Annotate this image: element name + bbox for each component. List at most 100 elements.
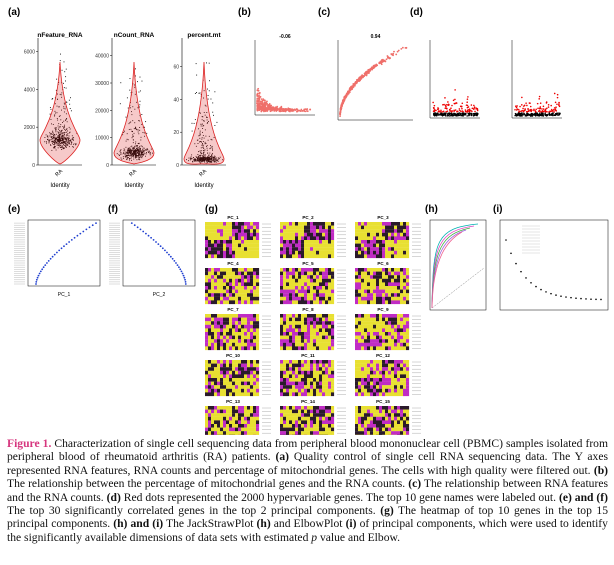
heatmap-cell [358, 324, 362, 329]
heatmap-cell [253, 236, 257, 241]
heatmap-cell [292, 388, 296, 393]
scatter-dot [264, 107, 266, 110]
heatmap-cell [358, 278, 362, 283]
cell-dot [203, 137, 205, 139]
heatmap-cell [238, 378, 242, 382]
heatmap-cell [316, 240, 320, 244]
cell-dot [196, 139, 198, 141]
cell-dot [64, 141, 66, 143]
heatmap-cell [223, 296, 227, 301]
cell-dot [208, 135, 210, 137]
heatmap-cell [286, 367, 290, 371]
heatmap-cell [235, 282, 239, 287]
heatmap-cell [325, 268, 329, 272]
heatmap-cell [241, 271, 245, 276]
cell-dot [61, 129, 63, 131]
heatmap-cell [250, 250, 254, 255]
heatmap-cell [376, 250, 380, 255]
heatmap-cell [406, 236, 410, 241]
cell-dot [59, 142, 61, 144]
cell-dot [202, 150, 204, 151]
gene-dot [544, 110, 546, 112]
heatmap-cell [364, 286, 368, 290]
heatmap-cell [370, 342, 374, 347]
scatter-dot [374, 65, 377, 68]
heatmap-cell [220, 232, 224, 237]
heatmap-cell [244, 286, 248, 290]
heatmap-title: PC_12 [376, 353, 390, 358]
heatmap-cell [211, 247, 215, 251]
cell-dot [53, 143, 55, 145]
heatmap-cell [238, 328, 242, 333]
heatmap-cell [301, 296, 305, 301]
heatmap-cell [244, 275, 248, 279]
cell-dot [56, 136, 58, 138]
heatmap-cell [391, 243, 395, 248]
heatmap-cell [379, 229, 383, 233]
heatmap-cell [358, 328, 362, 333]
scatter-dot [400, 48, 403, 50]
gene-dot [558, 104, 560, 106]
plot-frame [27, 219, 101, 287]
heatmap-cell [292, 332, 296, 336]
heatmap-cell [385, 367, 389, 371]
scatter-dot [279, 108, 281, 110]
category-label: RA [198, 168, 208, 178]
gene-dot [542, 105, 545, 108]
heatmap-cell [379, 374, 383, 379]
heatmap-cell [403, 328, 407, 333]
cell-dot [210, 98, 212, 100]
cell-dot [199, 159, 201, 161]
cell-dot [200, 157, 201, 159]
heatmap-cell [253, 332, 257, 336]
cell-dot [63, 111, 65, 113]
heatmap-cell [292, 339, 296, 343]
heatmap-cell [361, 367, 365, 371]
heatmap-cell [364, 332, 368, 336]
heatmap-cell [361, 232, 365, 237]
cell-dot [135, 143, 136, 145]
heatmap-cell [370, 236, 374, 241]
heatmap-cell [382, 370, 386, 375]
heatmap-cell [217, 229, 221, 233]
cell-dot [200, 156, 202, 158]
heatmap-cell [379, 275, 383, 279]
heatmap-cell [244, 346, 248, 351]
scatter-dot [257, 105, 259, 108]
heatmap-cell [331, 378, 335, 382]
heatmap-cell [283, 363, 287, 368]
scatter-dot [354, 82, 357, 85]
heatmap-cell [208, 293, 212, 297]
cell-dot [209, 148, 211, 150]
cell-dot [70, 140, 72, 142]
heatmap-cell [322, 254, 326, 259]
heatmap-cell [406, 388, 410, 393]
heatmap-cell [310, 222, 314, 226]
heatmap-cell [373, 328, 377, 333]
heatmap-cell [403, 332, 407, 336]
heatmap-cell [235, 406, 239, 410]
x-axis-label: PC_2 [153, 292, 166, 298]
heatmap-cell [403, 286, 407, 290]
gene-dot [472, 108, 475, 110]
heatmap-cell [214, 268, 218, 272]
heatmap-cell [295, 278, 299, 283]
heatmap-cell [397, 286, 401, 290]
cell-dot [213, 158, 215, 160]
cell-dot [206, 62, 207, 64]
heatmap-cell [355, 381, 359, 386]
cell-dot [130, 107, 132, 109]
heatmap-cell [307, 296, 311, 301]
heatmap-cell [331, 381, 335, 386]
heatmap-cell [301, 268, 305, 272]
heatmap-cell [250, 381, 254, 386]
cell-dot [51, 137, 52, 139]
heatmap-cell [367, 388, 371, 393]
cell-dot [63, 138, 64, 140]
heatmap-cell [223, 247, 227, 251]
cell-dot [139, 147, 141, 149]
heatmap-cell [328, 229, 332, 233]
heatmap-cell [364, 225, 368, 230]
gene-dot [432, 101, 434, 104]
heatmap-cell [235, 360, 239, 364]
